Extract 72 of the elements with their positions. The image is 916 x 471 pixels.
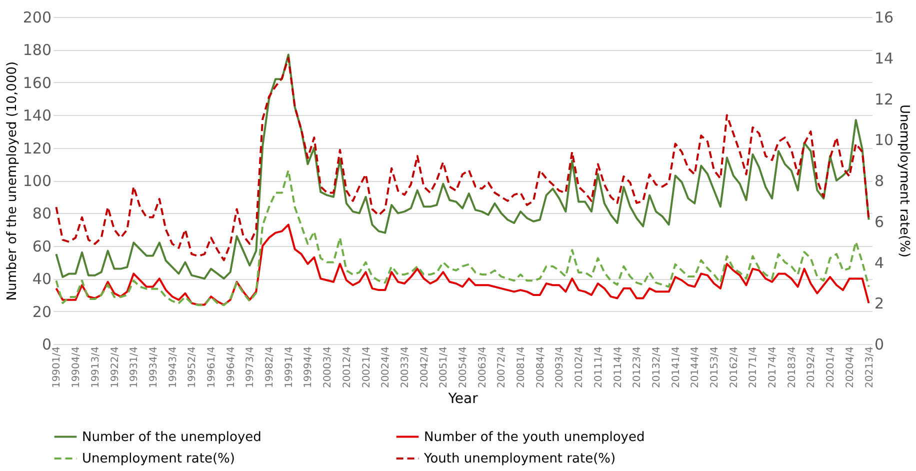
x-axis-title: Year: [447, 391, 478, 408]
x-tick-label: 19943/4: [168, 346, 179, 388]
x-tick-label: 20201/4: [826, 346, 837, 388]
legend-label: Unemployment rate(%): [82, 452, 235, 466]
x-tick-label: 19931/4: [129, 346, 140, 388]
x-tick-label: 20111/4: [593, 346, 604, 388]
x-tick-label: 19994/4: [303, 346, 314, 388]
x-tick-label: 20174/4: [768, 346, 779, 388]
y-axis-title: Number of the unemployed (10,000): [4, 61, 20, 301]
x-tick-label: 20051/4: [438, 346, 450, 388]
x-tick-label: 20123/4: [632, 346, 644, 388]
y2-axis-title: Unemployment rate(%): [896, 104, 912, 258]
x-tick-label: 20072/4: [496, 346, 508, 388]
x-tick-label: 19901/4: [52, 346, 63, 388]
x-tick-label: 20162/4: [728, 346, 740, 388]
x-tick-label: 20063/4: [477, 346, 488, 388]
x-tick-label: 20132/4: [651, 346, 662, 388]
x-tick-label: 19952/4: [187, 346, 198, 388]
y-tick-label: 20: [32, 302, 52, 321]
y-tick-label: 80: [32, 204, 52, 223]
x-tick-label: 19904/4: [71, 346, 82, 388]
x-tick-label: 20021/4: [361, 346, 372, 388]
x-tick-label: 19934/4: [148, 346, 160, 388]
x-tick-label: 19973/4: [245, 346, 256, 388]
y2-tick-label: 12: [874, 90, 894, 108]
x-tick-label: 19961/4: [206, 346, 218, 388]
x-tick-label: 19913/4: [90, 346, 102, 388]
x-tick-label: 19982/4: [264, 346, 276, 388]
y-tick-label: 40: [32, 270, 52, 288]
x-tick-label: 20192/4: [806, 346, 818, 388]
y-tick-label: 0: [42, 336, 52, 354]
y-tick-label: 60: [32, 237, 52, 256]
x-tick-label: 20171/4: [748, 346, 760, 388]
x-tick-label: 20114/4: [612, 346, 624, 388]
line-series: [55, 224, 870, 306]
x-tick-label: 19991/4: [284, 346, 295, 388]
x-tick-label: 20033/4: [400, 346, 411, 388]
x-tick-label: 20141/4: [670, 346, 682, 388]
legend-label: Number of the unemployed: [82, 430, 262, 445]
y2-tick-label: 6: [874, 212, 884, 231]
x-tick-label: 20093/4: [554, 346, 566, 388]
x-tick-label: 20204/4: [844, 346, 856, 388]
x-tick-label: 20213/4: [864, 346, 876, 388]
x-tick-label: 20144/4: [690, 346, 702, 388]
y-tick-label: 100: [22, 172, 52, 190]
x-tick-label: 20012/4: [342, 346, 353, 388]
x-tick-label: 20102/4: [574, 346, 586, 388]
y2-tick-label: 10: [874, 131, 894, 150]
x-tick-label: 20081/4: [516, 346, 528, 388]
x-tick-label: 20003/4: [322, 346, 334, 388]
y-tick-label: 160: [22, 74, 52, 92]
legend-label: Youth unemployment rate(%): [423, 452, 616, 466]
y2-tick-label: 14: [874, 49, 894, 68]
x-tick-label: 20183/4: [786, 346, 798, 388]
y2-tick-label: 16: [874, 8, 894, 26]
y-tick-label: 200: [22, 8, 52, 26]
x-tick-label: 19964/4: [226, 346, 237, 388]
x-tick-label: 20153/4: [710, 346, 721, 388]
x-tick-label: 20054/4: [458, 346, 469, 388]
x-tick-label: 20084/4: [535, 346, 546, 388]
y2-tick-label: 0: [874, 336, 884, 354]
y-tick-label: 140: [22, 106, 52, 125]
x-tick-label: 20024/4: [380, 346, 392, 388]
x-tick-label: 20042/4: [419, 346, 430, 388]
y2-tick-label: 2: [874, 294, 884, 313]
y2-tick-label: 4: [874, 254, 884, 272]
y2-tick-label: 8: [874, 172, 884, 190]
y-tick-label: 180: [22, 41, 52, 60]
y-tick-label: 120: [22, 139, 52, 158]
line-series: [55, 169, 870, 306]
x-tick-label: 19922/4: [110, 346, 121, 388]
legend-label: Number of the youth unemployed: [424, 430, 645, 445]
